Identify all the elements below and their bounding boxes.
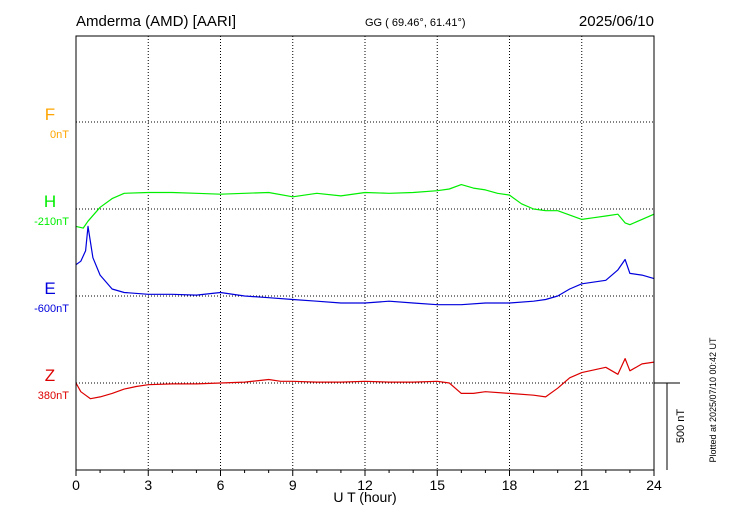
x-tick-label-4: 12 [357,477,373,493]
series-lines [75,184,655,400]
x-tick-label-6: 18 [502,477,518,493]
station-title: Amderma (AMD) [AARI] [76,13,236,30]
x-tick-label-3: 9 [289,477,297,493]
series-line-h [75,184,655,229]
component-name-f: F [45,105,55,124]
component-baseline-e: -600nT [34,303,69,315]
x-tick-label-7: 21 [574,477,590,493]
station-coords: GG ( 69.46°, 61.41°) [365,17,466,29]
component-baseline-h: -210nT [34,216,69,228]
x-tick-label-2: 6 [217,477,225,493]
component-name-h: H [44,192,56,211]
plotted-note: Plotted at 2025/07/10 00:42 UT [708,337,718,463]
x-tick-label-8: 24 [646,477,662,493]
x-tick-label-1: 3 [144,477,152,493]
x-axis-label: U T (hour) [333,489,396,505]
component-baseline-f: 0nT [50,129,69,141]
component-name-z: Z [45,366,55,385]
x-ticks: 0 3 6 9 12 15 18 21 24 [72,470,662,493]
x-tick-label-0: 0 [72,477,80,493]
series-line-z [75,358,655,400]
component-name-e: E [44,279,55,298]
date-label: 2025/06/10 [579,13,654,30]
series-line-e [75,225,655,306]
component-labels: F 0nT H -210nT E -600nT Z 380nT [34,105,69,402]
component-baseline-z: 380nT [38,390,69,402]
scale-bar: 500 nT [654,382,687,470]
scale-bar-label: 500 nT [675,409,687,444]
grid [76,36,654,470]
x-tick-label-5: 15 [429,477,445,493]
